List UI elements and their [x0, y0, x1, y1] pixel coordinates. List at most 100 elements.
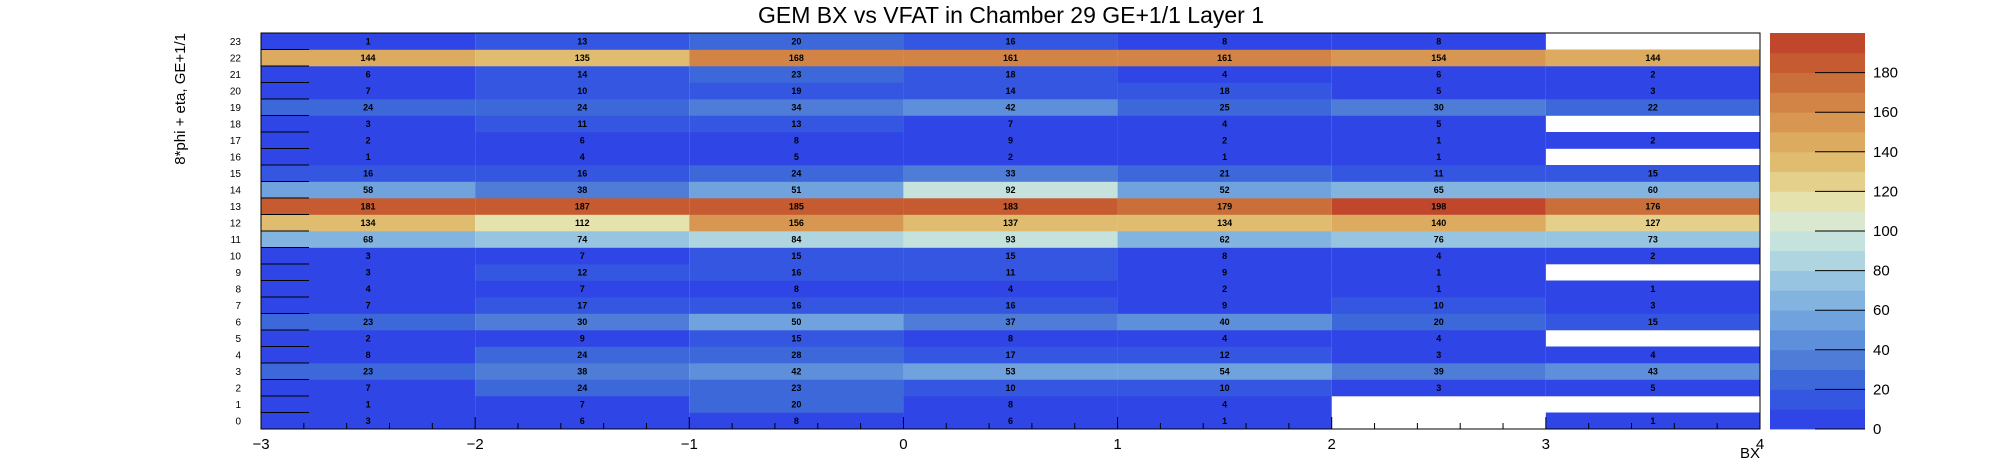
heatmap-cell	[261, 346, 476, 364]
cell-value-label: 4	[1222, 399, 1227, 409]
heatmap-cell	[689, 412, 904, 430]
y-tick-label: 16	[230, 152, 242, 163]
heatmap-cell	[261, 280, 476, 298]
heatmap-cell	[1331, 49, 1546, 67]
heatmap-cell	[1331, 247, 1546, 265]
y-tick-label: 3	[235, 367, 241, 378]
cell-value-label: 4	[1222, 333, 1227, 343]
heatmap-cell	[903, 280, 1118, 298]
heatmap-cells	[261, 33, 1760, 430]
x-tick-label: 4	[1756, 436, 1764, 453]
cell-value-label: 13	[791, 119, 801, 129]
cell-value-label: 9	[1222, 267, 1227, 277]
heatmap-cell	[903, 33, 1118, 50]
y-tick-label: 4	[235, 350, 241, 361]
cell-value-label: 20	[1434, 317, 1444, 327]
cell-value-label: 8	[794, 284, 799, 294]
cell-value-label: 15	[791, 251, 801, 261]
heatmap-cell	[261, 99, 476, 116]
cell-value-label: 8	[366, 350, 371, 360]
heatmap-cell	[475, 165, 690, 182]
cell-value-label: 168	[789, 53, 804, 63]
heatmap-cell	[1545, 66, 1760, 83]
cell-value-label: 2	[366, 135, 371, 145]
cell-value-label: 9	[1222, 300, 1227, 310]
cell-value-label: 4	[1650, 350, 1655, 360]
heatmap-cell	[475, 264, 690, 281]
heatmap-cell	[261, 363, 476, 380]
cell-value-label: 11	[1434, 168, 1444, 178]
cell-value-label: 24	[577, 102, 587, 112]
y-tick-label: 2	[235, 383, 241, 394]
heatmap-cell	[1117, 33, 1332, 50]
heatmap-cell	[689, 363, 904, 380]
heatmap-cell	[1117, 132, 1332, 149]
y-tick-label: 21	[230, 70, 242, 81]
cell-value-label: 1	[1650, 284, 1655, 294]
heatmap-cell	[689, 33, 904, 50]
heatmap-cell	[475, 280, 690, 298]
heatmap-cell	[1117, 66, 1332, 83]
colorbar-segment	[1770, 270, 1865, 291]
x-tick-label: 3	[1542, 436, 1550, 453]
cell-value-label: 42	[791, 366, 801, 376]
heatmap-cell	[1545, 379, 1760, 397]
cell-value-label: 18	[1005, 69, 1015, 79]
cell-value-label: 30	[1434, 102, 1444, 112]
cell-value-label: 198	[1431, 201, 1446, 211]
cell-value-label: 7	[366, 383, 371, 393]
x-tick-label: 0	[899, 436, 907, 453]
cell-value-label: 18	[1220, 86, 1230, 96]
cell-value-label: 62	[1220, 234, 1230, 244]
colorbar-segment	[1770, 52, 1865, 73]
heatmap-cell	[689, 313, 904, 331]
cell-value-label: 4	[1222, 69, 1227, 79]
colorbar-tick-label: 100	[1873, 223, 1898, 240]
cell-value-label: 6	[366, 69, 371, 79]
heatmap-cell	[475, 412, 690, 430]
heatmap-cell	[1331, 181, 1546, 199]
heatmap-cell	[1331, 231, 1546, 248]
heatmap-cell	[1331, 132, 1546, 149]
heatmap-cell	[903, 330, 1118, 347]
heatmap-cell	[1117, 231, 1332, 248]
cell-value-label: 5	[794, 152, 799, 162]
heatmap-cell	[475, 247, 690, 265]
heatmap-cell	[1117, 379, 1332, 397]
cell-value-label: 7	[580, 399, 585, 409]
colorbar: 0 20 40 60 80 100 120 140 160 180	[1770, 33, 1898, 438]
heatmap-cell	[903, 247, 1118, 265]
heatmap-cell	[1545, 247, 1760, 265]
heatmap-cell	[261, 297, 476, 314]
cell-value-label: 15	[791, 333, 801, 343]
heatmap-cell	[1117, 198, 1332, 215]
heatmap-cell	[1545, 231, 1760, 248]
y-tick-label: 14	[230, 185, 242, 196]
cell-value-label: 144	[1645, 53, 1660, 63]
cell-value-label: 183	[1003, 201, 1018, 211]
cell-value-label: 24	[363, 102, 373, 112]
cell-value-label: 54	[1220, 366, 1230, 376]
heatmap-cell	[1545, 132, 1760, 149]
heatmap-cell	[903, 297, 1118, 314]
colorbar-segment	[1770, 72, 1865, 93]
heatmap-cell	[1545, 82, 1760, 100]
cell-value-label: 8	[1008, 333, 1013, 343]
cell-value-label: 11	[577, 119, 587, 129]
cell-value-label: 134	[361, 218, 376, 228]
heatmap-cell	[1331, 280, 1546, 298]
colorbar-segment	[1770, 191, 1865, 212]
heatmap-cell	[261, 330, 476, 347]
heatmap-cell	[689, 198, 904, 215]
cell-value-label: 140	[1431, 218, 1446, 228]
heatmap-cell	[475, 198, 690, 215]
heatmap-cell	[689, 165, 904, 182]
cell-value-label: 8	[1222, 36, 1227, 46]
cell-value-label: 10	[1005, 383, 1015, 393]
heatmap-cell	[475, 99, 690, 116]
heatmap-cell	[689, 49, 904, 67]
heatmap-cell	[475, 82, 690, 100]
cell-value-label: 3	[366, 251, 371, 261]
cell-value-label: 7	[366, 300, 371, 310]
